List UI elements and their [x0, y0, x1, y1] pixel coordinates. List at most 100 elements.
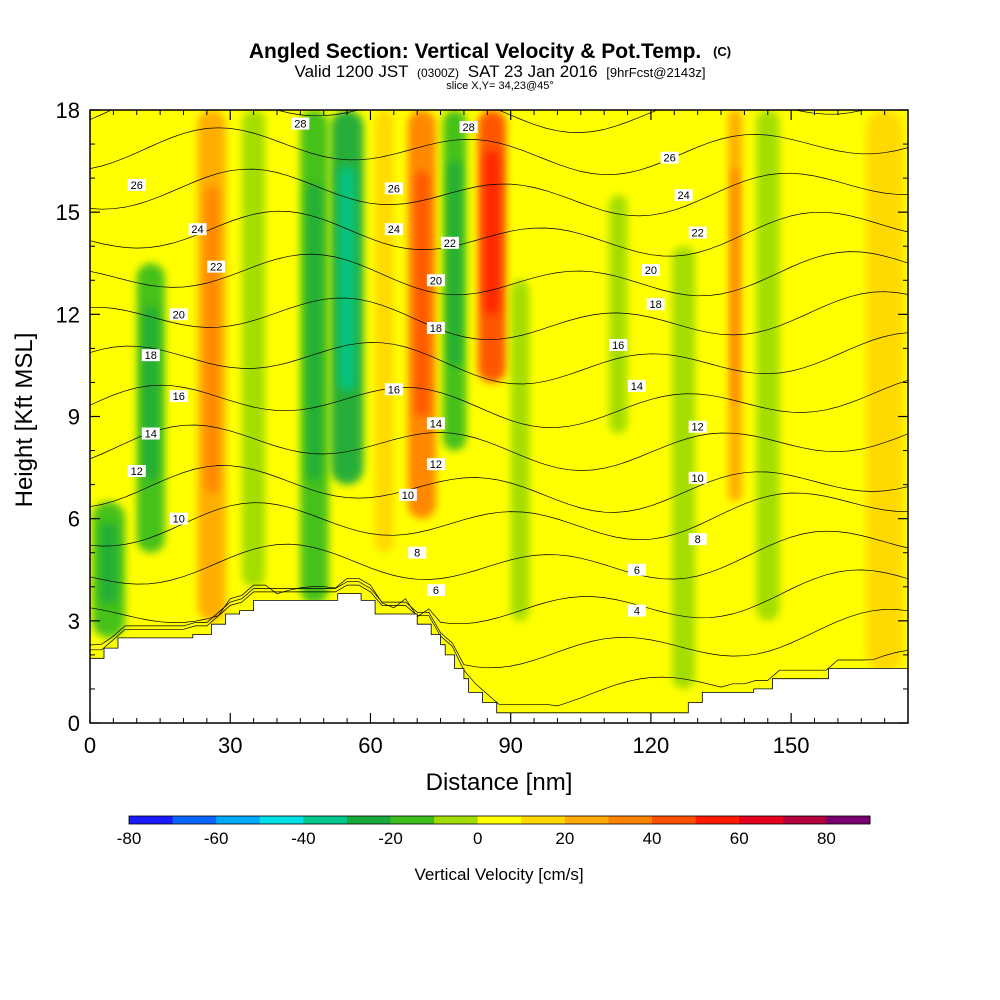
contour-label-26: 10	[169, 512, 188, 526]
velocity-band-2	[197, 110, 226, 621]
colorbar-label: Vertical Velocity [cm/s]	[414, 865, 583, 884]
colorbar-swatch-13	[695, 816, 740, 824]
svg-text:16: 16	[388, 384, 400, 396]
chart-title-group: Angled Section: Vertical Velocity & Pot.…	[249, 40, 731, 92]
y-tick-label-2: 6	[68, 507, 80, 532]
colorbar-swatch-14	[739, 816, 784, 824]
contour-label-16: 18	[646, 298, 665, 311]
svg-text:16: 16	[173, 391, 185, 403]
colorbar-tick-label-6: 40	[643, 829, 662, 848]
contour-label-29: 8	[408, 546, 427, 560]
colorbar-swatch-3	[259, 816, 304, 824]
forecast-info: [9hrFcst@2143z]	[606, 65, 705, 80]
svg-text:18: 18	[649, 299, 661, 311]
svg-text:8: 8	[695, 534, 701, 546]
contour-label-28: 10	[688, 471, 707, 485]
isentrope-28	[90, 127, 908, 176]
velocity-band-12	[671, 246, 696, 689]
colorbar-swatch-6	[390, 816, 435, 824]
x-tick-label-0: 0	[84, 733, 96, 758]
svg-text:26: 26	[663, 153, 675, 165]
velocity-band-9	[477, 110, 507, 383]
colorbar-tick-label-4: 0	[473, 829, 482, 848]
contour-label-31: 6	[426, 584, 445, 597]
potential-temperature-contours	[90, 110, 908, 707]
velocity-band-13	[728, 110, 743, 502]
valid-time: Valid 1200 JST	[295, 62, 409, 81]
y-axis: 0 3 6 9 12 15 18	[56, 98, 908, 736]
x-axis: 0 30 60 90 120 150	[84, 110, 886, 758]
velocity-band-8	[442, 110, 467, 451]
contour-label-24: 12	[426, 458, 445, 471]
colorbar-ticks: -80 -60 -40 -20 0 20 40 60 80	[117, 829, 836, 848]
contour-label-3: 26	[384, 182, 403, 195]
x-tick-label-1: 30	[218, 733, 242, 758]
contour-label-2: 26	[127, 178, 146, 192]
y-tick-label-6: 18	[56, 98, 80, 123]
svg-text:6: 6	[634, 565, 640, 577]
svg-text:12: 12	[692, 422, 704, 434]
x-tick-label-2: 60	[358, 733, 382, 758]
y-axis-label: Height [Kft MSL]	[11, 333, 38, 508]
contour-label-6: 24	[384, 223, 403, 236]
colorbar-swatch-16	[826, 816, 871, 824]
contour-label-32: 6	[627, 563, 646, 577]
valid-zulu: (0300Z)	[417, 66, 459, 80]
contour-label-12: 20	[426, 274, 445, 287]
terrain-mask	[90, 593, 908, 723]
svg-text:14: 14	[631, 381, 643, 393]
svg-text:10: 10	[402, 490, 414, 502]
contour-label-33: 4	[627, 604, 646, 618]
contour-label-4: 26	[660, 151, 679, 165]
colorbar-swatch-9	[521, 816, 566, 824]
contour-labels: 28 28 26 26 26 24 24 24 22 22 22 20 20 20 18 18 18 16 16 16…	[127, 117, 707, 618]
contour-label-20: 14	[141, 427, 160, 441]
svg-text:22: 22	[444, 238, 456, 250]
x-tick-label-5: 150	[773, 733, 810, 758]
svg-text:26: 26	[388, 183, 400, 195]
svg-text:Valid 1200 JST (0300Z): Valid 1200 JST (0300Z) SAT 23 Jan 2016 […	[295, 62, 706, 81]
colorbar-swatch-1	[172, 816, 217, 824]
velocity-band-6	[375, 110, 394, 553]
velocity-band-4	[300, 110, 329, 604]
colorbar-tick-label-8: 80	[817, 829, 836, 848]
contour-label-9: 22	[440, 236, 459, 250]
velocity-band-7	[407, 110, 436, 519]
velocity-band-5	[330, 110, 364, 485]
svg-text:28: 28	[462, 122, 474, 134]
colorbar-swatch-7	[434, 816, 479, 824]
contour-label-17: 16	[169, 390, 188, 403]
velocity-band-14	[756, 110, 780, 621]
x-tick-label-4: 120	[633, 733, 670, 758]
x-tick-label-3: 90	[498, 733, 522, 758]
vertical-velocity-field	[92, 110, 904, 689]
svg-text:24: 24	[678, 190, 690, 202]
y-tick-label-3: 9	[68, 405, 80, 430]
contour-label-21: 14	[426, 417, 445, 430]
svg-text:20: 20	[430, 275, 442, 287]
svg-text:20: 20	[645, 265, 657, 277]
isentrope-4	[90, 581, 908, 669]
svg-text:14: 14	[145, 429, 157, 441]
svg-text:14: 14	[430, 418, 442, 430]
contour-label-27: 10	[398, 488, 417, 502]
isentrope-2	[90, 584, 908, 707]
isentrope-8	[90, 530, 908, 585]
valid-date: SAT 23 Jan 2016	[468, 62, 598, 81]
svg-text:20: 20	[173, 309, 185, 321]
plot-area: 28 28 26 26 26 24 24 24 22 22 22 20 20 20 18 18 18 16 16 16…	[90, 110, 908, 723]
contour-label-19: 16	[609, 338, 628, 352]
svg-text:18: 18	[145, 350, 157, 362]
svg-text:26: 26	[131, 180, 143, 192]
contour-label-7: 24	[674, 189, 693, 202]
svg-text:22: 22	[692, 228, 704, 240]
colorbar-swatch-15	[782, 816, 827, 824]
slice-info: slice X,Y= 34,23@45°	[446, 80, 554, 92]
isentrope-20	[90, 291, 908, 341]
isentrope-10	[90, 492, 908, 547]
isentrope-14	[90, 424, 908, 471]
colorbar-swatch-12	[652, 816, 697, 824]
velocity-band-1	[136, 263, 165, 553]
y-tick-label-1: 3	[68, 609, 80, 634]
velocity-band-3	[241, 110, 266, 587]
